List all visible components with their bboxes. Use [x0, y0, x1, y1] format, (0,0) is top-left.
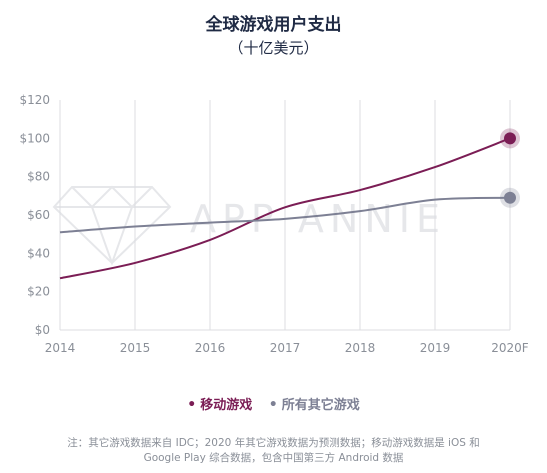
y-tick-label: $40: [27, 246, 50, 260]
series-line-other: [59, 196, 511, 234]
legend: • 移动游戏 • 所有其它游戏: [0, 394, 547, 413]
x-tick-label: 2015: [120, 341, 151, 355]
line-chart: APP ANNIE 2014 2015 2016 2017 2018 2019 2020F $…: [19, 93, 529, 355]
watermark-logo: APP ANNIE: [52, 185, 440, 266]
x-tick-label: 2019: [420, 341, 451, 355]
y-tick-label: $20: [27, 285, 50, 299]
y-tick-label: $60: [27, 208, 50, 222]
legend-label-mobile: 移动游戏: [200, 398, 253, 413]
y-tick-label: $120: [19, 93, 50, 107]
chart-title: 全球游戏用户支出: [205, 15, 342, 35]
chart-subtitle: （十亿美元）: [228, 39, 319, 57]
legend-label-other: 所有其它游戏: [281, 398, 360, 413]
y-tick-label: $80: [27, 170, 50, 184]
footnote-line-1: 注：其它游戏数据来自 IDC；2020 年其它游戏数据为预测数据；移动游戏数据是…: [67, 437, 480, 449]
x-tick-label: 2016: [195, 341, 226, 355]
legend-marker-other: •: [268, 397, 278, 413]
footnote: 注：其它游戏数据来自 IDC；2020 年其它游戏数据为预测数据；移动游戏数据是…: [20, 436, 527, 466]
endpoint-marker-other: [504, 191, 516, 204]
endpoint-marker-mobile: [504, 132, 516, 145]
y-tick-label: $0: [35, 323, 50, 337]
legend-item-mobile: • 移动游戏: [187, 394, 252, 413]
legend-item-other: • 所有其它游戏: [269, 394, 360, 413]
footnote-line-2: Google Play 综合数据，包含中国第三方 Android 数据: [143, 452, 404, 464]
x-tick-label: 2017: [270, 341, 301, 355]
y-tick-label: $100: [19, 131, 50, 145]
x-tick-label: 2014: [45, 341, 76, 355]
series-line-mobile: [59, 137, 511, 280]
legend-marker-mobile: •: [187, 397, 197, 413]
x-tick-label: 2018: [345, 341, 376, 355]
x-tick-label: 2020F: [491, 341, 529, 355]
